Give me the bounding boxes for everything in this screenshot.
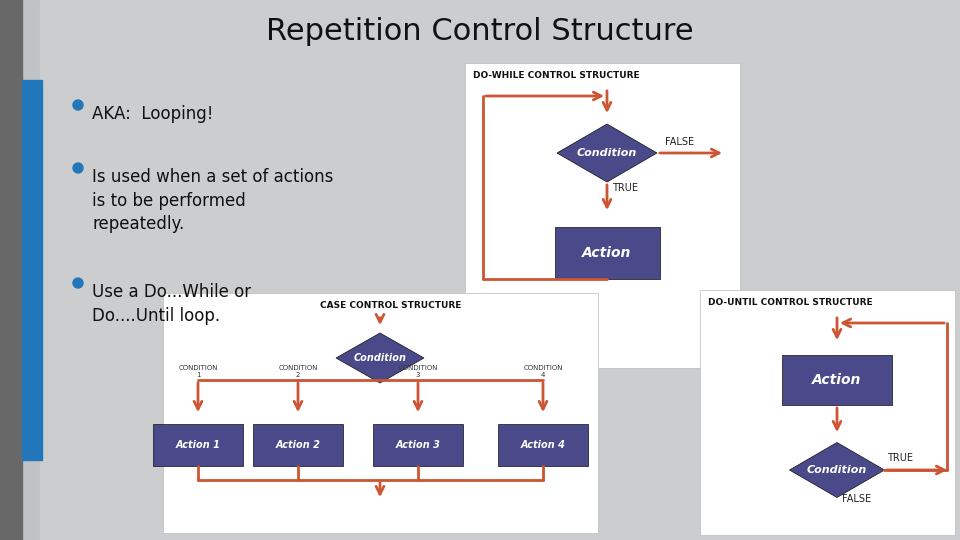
Circle shape (73, 163, 83, 173)
Bar (498, 424, 588, 466)
Circle shape (73, 100, 83, 110)
Text: Condition: Condition (353, 353, 406, 363)
Bar (253, 424, 343, 466)
Text: CONDITION
4: CONDITION 4 (523, 365, 563, 378)
Text: Action: Action (583, 246, 632, 260)
Text: CONDITION
2: CONDITION 2 (278, 365, 318, 378)
Text: Condition: Condition (806, 465, 867, 475)
Bar (555, 227, 660, 279)
Bar (700, 290, 955, 535)
Bar (153, 424, 243, 466)
Bar (0, 0, 22, 540)
Text: Use a Do...While or
Do....Until loop.: Use a Do...While or Do....Until loop. (92, 283, 252, 325)
Text: Action: Action (812, 373, 862, 387)
Text: FALSE: FALSE (665, 137, 694, 147)
Text: Action 3: Action 3 (396, 440, 441, 450)
Bar (373, 424, 463, 466)
Text: Action 4: Action 4 (520, 440, 565, 450)
Bar (163, 293, 598, 533)
Text: Action 1: Action 1 (176, 440, 221, 450)
Text: FALSE: FALSE (842, 494, 871, 504)
Text: Condition: Condition (577, 148, 637, 158)
Bar (465, 63, 740, 368)
Bar (782, 355, 892, 405)
Text: CONDITION
1: CONDITION 1 (179, 365, 218, 378)
Text: DO-UNTIL CONTROL STRUCTURE: DO-UNTIL CONTROL STRUCTURE (708, 298, 873, 307)
Text: Repetition Control Structure: Repetition Control Structure (266, 17, 694, 46)
Bar (22, 80, 42, 460)
Text: Action 2: Action 2 (276, 440, 321, 450)
Text: TRUE: TRUE (887, 453, 913, 463)
Circle shape (73, 278, 83, 288)
Polygon shape (557, 124, 657, 182)
Text: DO-WHILE CONTROL STRUCTURE: DO-WHILE CONTROL STRUCTURE (473, 71, 639, 80)
Text: CASE CONTROL STRUCTURE: CASE CONTROL STRUCTURE (320, 301, 462, 310)
Polygon shape (336, 333, 424, 383)
Text: Is used when a set of actions
is to be performed
repeatedly.: Is used when a set of actions is to be p… (92, 168, 333, 233)
Text: TRUE: TRUE (612, 183, 638, 193)
Polygon shape (789, 442, 884, 497)
Text: CONDITION
3: CONDITION 3 (398, 365, 438, 378)
Text: AKA:  Looping!: AKA: Looping! (92, 105, 213, 123)
